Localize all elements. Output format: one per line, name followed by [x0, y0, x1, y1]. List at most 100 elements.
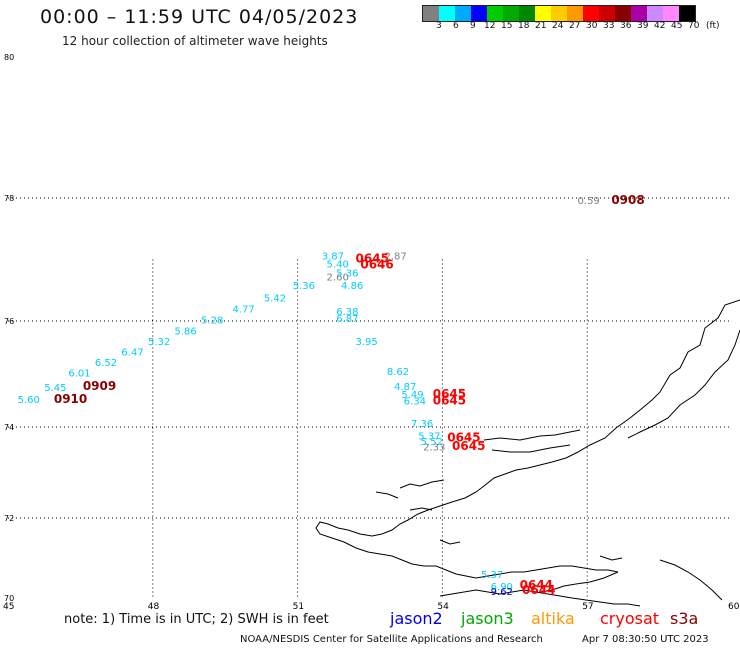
legend-swatch	[631, 6, 647, 21]
wave-height-value: 5.28	[201, 316, 223, 327]
wave-height-value: 5.36	[336, 269, 358, 280]
legend-swatch	[551, 6, 567, 21]
satellite-cryosat: cryosat	[600, 609, 660, 628]
longitude-tick-label: 54	[437, 602, 449, 612]
wave-height-value: 5.37	[481, 570, 503, 581]
latitude-tick-label: 76	[4, 317, 14, 326]
legend-label: 24	[552, 21, 564, 31]
wave-height-value: 5.60	[18, 395, 40, 406]
longitude-tick-label: 51	[293, 602, 304, 612]
generated-timestamp: Apr 7 08:30:50 UTC 2023	[582, 634, 709, 645]
wave-height-value: 7.36	[411, 419, 433, 430]
wave-height-value: 3.87	[322, 252, 344, 263]
legend-swatch	[599, 6, 615, 21]
legend-swatch	[567, 6, 583, 21]
legend-swatch	[535, 6, 551, 21]
map-title: 00:00 – 11:59 UTC 04/05/2023	[40, 6, 359, 28]
legend-swatch	[583, 6, 599, 21]
pass-time-label: 0645	[447, 431, 480, 445]
legend-label: 9	[470, 21, 476, 31]
longitude-tick-label: 45	[3, 602, 14, 612]
pass-time-label: 0646	[360, 258, 393, 272]
wave-height-value: 6.47	[121, 347, 143, 358]
wave-height-value: 5.86	[175, 326, 197, 337]
latitude-tick-label: 70	[4, 594, 14, 603]
wave-height-value: 2.60	[327, 272, 349, 283]
pass-time-label: 0645	[452, 439, 485, 453]
legend-swatch	[487, 6, 503, 21]
satellite-altika: altika	[531, 609, 575, 628]
pass-time-label: 0644	[522, 583, 555, 597]
wave-height-value: 5.40	[327, 259, 349, 270]
legend-swatch	[647, 6, 663, 21]
legend-swatch	[679, 6, 695, 21]
wave-height-value: 6.34	[404, 397, 426, 408]
wave-height-value: 6.90	[491, 582, 513, 593]
color-scale-labels: 3 6 9 12 15 18 21 24 27 30 33 36 39 42 45 70 (ft)	[422, 21, 740, 33]
wave-height-value: 5.45	[44, 383, 66, 394]
wave-height-value: 0.59	[578, 196, 600, 207]
legend-label: 21	[535, 21, 547, 31]
wave-height-value: 4.77	[232, 304, 254, 315]
wave-height-value: 6.52	[95, 358, 117, 369]
satellite-jason3: jason3	[461, 609, 514, 628]
pass-time-label: 0908	[611, 193, 644, 207]
wave-height-value: 6.38	[336, 307, 358, 318]
legend-label: 15	[501, 21, 513, 31]
wave-height-value: 5.52	[421, 437, 443, 448]
legend-swatch	[455, 6, 471, 21]
color-scale-legend	[422, 5, 696, 22]
latitude-tick-label: 78	[4, 194, 14, 203]
satellite-jason2: jason2	[390, 609, 443, 628]
wave-height-value: 8.62	[387, 367, 409, 378]
legend-unit: (ft)	[706, 21, 720, 31]
legend-label: 18	[518, 21, 530, 31]
wave-height-value: 6.01	[68, 369, 90, 380]
pass-time-label: 0645	[433, 387, 466, 401]
wave-height-value: 3.95	[356, 337, 378, 348]
legend-swatch	[519, 6, 535, 21]
legend-label: 33	[603, 21, 615, 31]
pass-time-label: 0644	[520, 578, 553, 592]
wave-height-value: 5.37	[418, 431, 440, 442]
legend-swatch	[423, 6, 439, 21]
legend-label: 3	[436, 21, 442, 31]
pass-time-label: 0910	[54, 392, 87, 406]
credit-line: NOAA/NESDIS Center for Satellite Applica…	[240, 634, 543, 645]
satellite-s3a: s3a	[670, 609, 699, 628]
legend-label: 39	[637, 21, 649, 31]
legend-label: 45	[671, 21, 683, 31]
wave-height-value: 4.87	[394, 382, 416, 393]
longitude-tick-label: 57	[582, 602, 593, 612]
wave-height-value: 9.62	[491, 587, 513, 598]
legend-label: 30	[586, 21, 598, 31]
legend-label: 42	[654, 21, 666, 31]
footer-note: note: 1) Time is in UTC; 2) SWH is in fe…	[64, 612, 329, 627]
legend-swatch	[615, 6, 631, 21]
pass-time-label: 0645	[433, 394, 466, 408]
latitude-tick-label: 74	[4, 423, 14, 432]
wave-height-value: 5.32	[148, 337, 170, 348]
longitude-tick-label: 60	[728, 602, 740, 612]
coastline	[315, 299, 740, 607]
longitude-tick-label: 48	[148, 602, 160, 612]
latitude-tick-label: 72	[4, 514, 14, 523]
legend-swatch	[439, 6, 455, 21]
legend-label: 36	[620, 21, 632, 31]
wave-height-value: 6.87	[336, 314, 358, 325]
legend-label: 6	[453, 21, 459, 31]
legend-swatch	[471, 6, 487, 21]
wave-height-value: 5.49	[401, 390, 423, 401]
legend-swatch	[503, 6, 519, 21]
latitude-tick-label: 80	[4, 53, 14, 62]
map-grid	[8, 197, 732, 598]
wave-height-value: 5.36	[293, 281, 315, 292]
legend-swatch	[663, 6, 679, 21]
legend-label: 27	[569, 21, 581, 31]
wave-height-value: 4.86	[341, 281, 363, 292]
wave-height-value: 5.42	[264, 293, 286, 304]
legend-label: 70	[688, 21, 700, 31]
wave-height-value: 2.87	[384, 252, 406, 263]
wave-height-value: 2.33	[423, 443, 445, 454]
